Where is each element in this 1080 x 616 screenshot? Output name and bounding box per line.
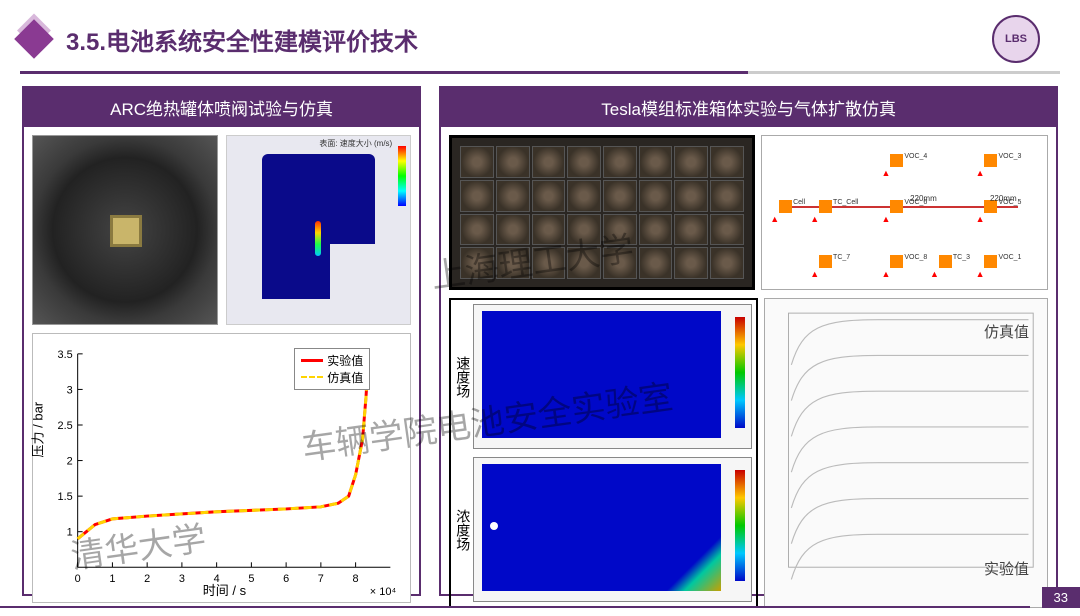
sensor-label: VOC_4	[904, 153, 927, 160]
sensor-icon	[984, 255, 997, 268]
sensor-icon	[939, 255, 952, 268]
dimension-label: 220mm	[910, 194, 937, 203]
sensor-label: VOC_3	[999, 153, 1022, 160]
arc-panel: ARC绝热罐体喷阀试验与仿真 表面: 速度大小 (m/s)	[22, 86, 421, 596]
svg-text:0: 0	[75, 573, 81, 585]
tc-arrow-icon: ▲	[810, 214, 819, 224]
lbs-logo: LBS	[992, 15, 1040, 63]
tc-arrow-icon: ▲	[930, 269, 939, 279]
exp-value-label: 实验值	[984, 558, 1029, 579]
arc-panel-title: ARC绝热罐体喷阀试验与仿真	[24, 88, 419, 127]
page-number: 33	[1042, 587, 1080, 608]
tc-arrow-icon: ▲	[976, 269, 985, 279]
svg-text:2.5: 2.5	[58, 420, 73, 432]
tc-arrow-icon: ▲	[770, 214, 779, 224]
pressure-time-chart: 11.522.533.5 012345678 实验值 仿真值 压力 / bar …	[32, 333, 411, 603]
comparison-linechart: 仿真值 实验值	[764, 298, 1048, 608]
sensor-icon	[984, 154, 997, 167]
arc-simulation-cutaway: 表面: 速度大小 (m/s)	[226, 135, 412, 325]
svg-text:2: 2	[144, 573, 150, 585]
sensor-icon	[890, 200, 903, 213]
sensor-icon	[779, 200, 792, 213]
dimension-label: 220mm	[990, 194, 1017, 203]
tc-arrow-icon: ▲	[882, 214, 891, 224]
svg-text:1: 1	[67, 527, 73, 539]
sensor-icon	[890, 255, 903, 268]
sensor-label: VOC_8	[904, 254, 927, 261]
tesla-panel: Tesla模组标准箱体实验与气体扩散仿真 VOC_4 ▲ VOC_3 ▲ Cel…	[439, 86, 1058, 596]
tc-arrow-icon: ▲	[976, 168, 985, 178]
sensor-label: TC_3	[953, 254, 970, 261]
sensor-label: Cell	[793, 199, 805, 206]
sensor-layout-schematic: VOC_4 ▲ VOC_3 ▲ Cell ▲ TC_Cell ▲ VOC_6 ▲…	[761, 135, 1048, 290]
sensor-label: TC_Cell	[833, 199, 858, 206]
svg-text:3.5: 3.5	[58, 349, 73, 361]
tc-arrow-icon: ▲	[976, 214, 985, 224]
svg-text:6: 6	[283, 573, 289, 585]
tc-arrow-icon: ▲	[810, 269, 819, 279]
svg-text:2: 2	[67, 456, 73, 468]
x-exponent: × 10⁴	[370, 586, 396, 598]
tc-arrow-icon: ▲	[882, 269, 891, 279]
svg-text:8: 8	[353, 573, 359, 585]
y-axis-label: 压力 / bar	[28, 402, 47, 458]
tesla-module-photo	[449, 135, 755, 290]
svg-text:5: 5	[248, 573, 254, 585]
svg-text:3: 3	[179, 573, 185, 585]
vent-flame-icon	[315, 221, 321, 256]
legend-sim: 仿真值	[327, 369, 363, 386]
sim-value-label: 仿真值	[984, 321, 1029, 342]
velocity-field-plot	[473, 304, 751, 449]
chart-legend: 实验值 仿真值	[294, 348, 370, 390]
tesla-panel-title: Tesla模组标准箱体实验与气体扩散仿真	[441, 88, 1056, 127]
svg-text:7: 7	[318, 573, 324, 585]
velocity-field-label: 速度场	[455, 304, 473, 449]
arc-vessel-photo	[32, 135, 218, 325]
sensor-label: VOC_1	[999, 254, 1022, 261]
sim-caption: 表面: 速度大小 (m/s)	[319, 138, 392, 149]
sensor-icon	[819, 200, 832, 213]
x-axis-label: 时间 / s	[203, 580, 246, 599]
sim-colorbar	[398, 146, 406, 206]
svg-text:1.5: 1.5	[58, 491, 73, 503]
tc-arrow-icon: ▲	[882, 168, 891, 178]
sensor-label: TC_7	[833, 254, 850, 261]
legend-exp: 实验值	[327, 352, 363, 369]
sensor-icon	[890, 154, 903, 167]
svg-text:3: 3	[67, 384, 73, 396]
page-title: 3.5.电池系统安全性建模评价技术	[66, 22, 418, 57]
header-divider	[20, 71, 1060, 74]
svg-text:1: 1	[109, 573, 115, 585]
concentration-field-label: 浓度场	[455, 457, 473, 602]
header-diamond-icon	[14, 19, 54, 59]
concentration-field-plot	[473, 457, 751, 602]
sensor-icon	[819, 255, 832, 268]
simulation-fields: 速度场 浓度场	[449, 298, 757, 608]
